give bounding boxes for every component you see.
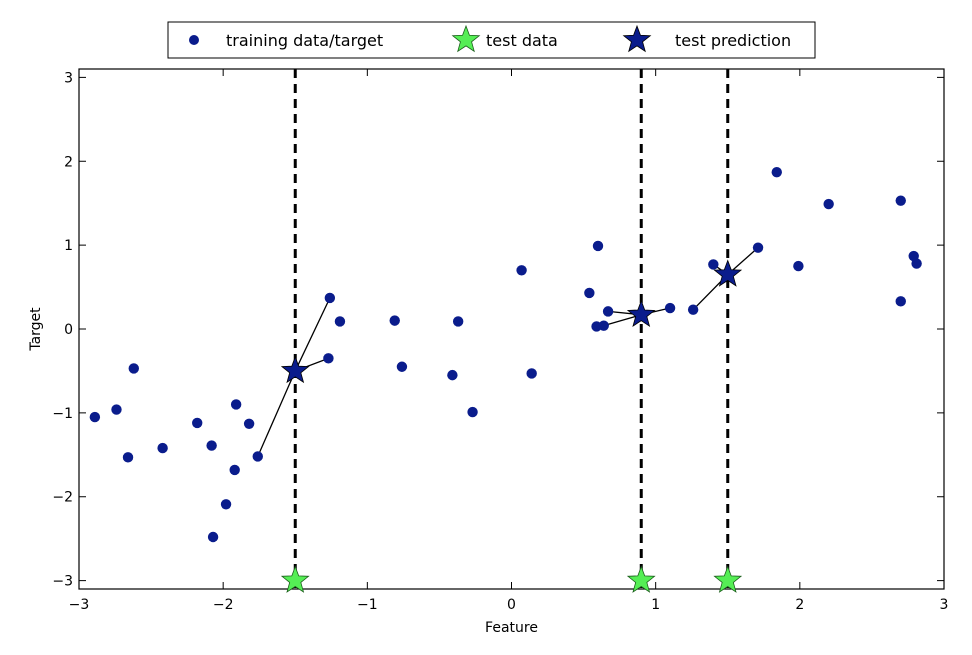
training-point <box>220 499 232 510</box>
legend-marker-training <box>189 35 199 45</box>
legend-marker-test-prediction <box>622 24 652 53</box>
training-point <box>323 353 334 364</box>
vertical-dashed-lines <box>293 69 730 589</box>
training-point <box>252 451 263 462</box>
training-point <box>324 292 336 304</box>
legend-box <box>167 21 816 59</box>
y-tick-label: 2 <box>64 154 73 170</box>
y-tick-label: −1 <box>52 406 73 422</box>
training-point <box>206 440 217 451</box>
test-prediction-star <box>713 259 743 287</box>
training-point <box>447 369 458 381</box>
training-point <box>467 406 478 418</box>
plot-area <box>78 68 945 590</box>
neighbor-link <box>603 314 642 327</box>
y-tick-label: −2 <box>52 490 73 506</box>
training-point <box>207 531 219 543</box>
training-point <box>526 368 537 379</box>
training-point <box>229 464 240 476</box>
training-point <box>592 240 604 252</box>
training-point <box>111 404 122 415</box>
training-point <box>895 195 906 206</box>
legend: training data/target test data test pred… <box>167 21 816 59</box>
training-point <box>452 316 464 327</box>
test-data-stars <box>280 565 743 593</box>
x-axis-ticks: −3 −2 −1 0 1 2 3 <box>69 69 949 613</box>
x-tick-label: −3 <box>69 597 90 613</box>
training-point <box>243 418 255 429</box>
legend-label-training: training data/target <box>226 31 383 50</box>
y-tick-label: 0 <box>64 322 73 338</box>
y-tick-label: 3 <box>64 70 73 86</box>
test-prediction-star <box>626 299 656 327</box>
x-tick-label: 3 <box>940 597 949 613</box>
test-prediction-stars <box>280 259 743 384</box>
legend-label-test-prediction: test prediction <box>675 31 791 50</box>
x-tick-label: 1 <box>651 597 660 613</box>
training-point <box>584 287 595 299</box>
legend-star-icon <box>622 24 652 53</box>
training-point <box>708 259 719 270</box>
x-tick-label: 2 <box>795 597 804 613</box>
training-point <box>602 306 614 317</box>
y-tick-label: −3 <box>52 574 73 590</box>
test-data-star <box>713 565 743 593</box>
training-point <box>598 320 609 331</box>
training-point <box>823 198 834 210</box>
training-point <box>911 258 922 269</box>
training-points <box>89 166 922 543</box>
x-tick-label: −2 <box>213 597 234 613</box>
training-point <box>230 399 242 410</box>
training-point <box>389 315 400 326</box>
training-point <box>516 265 527 276</box>
training-point <box>771 166 782 178</box>
x-axis-label: Feature <box>485 620 538 636</box>
training-point <box>128 363 139 374</box>
legend-marker-test-data <box>451 24 481 53</box>
training-point <box>334 316 346 327</box>
training-point <box>752 242 764 253</box>
training-point <box>895 296 906 307</box>
training-point <box>122 452 134 463</box>
neighbor-link <box>294 297 331 372</box>
x-tick-label: −1 <box>357 597 378 613</box>
neighbor-link <box>257 370 296 457</box>
test-data-star <box>280 565 310 593</box>
training-point <box>793 260 804 272</box>
legend-star-icon <box>451 24 481 53</box>
y-axis-ticks: −3 −2 −1 0 1 2 3 <box>52 70 944 590</box>
training-point <box>89 411 101 423</box>
training-point <box>396 361 408 372</box>
training-point <box>192 417 203 429</box>
test-prediction-star <box>280 355 310 384</box>
y-axis-label: Target <box>28 307 44 352</box>
training-point <box>664 302 676 314</box>
x-tick-label: 0 <box>507 597 516 613</box>
legend-label-test-data: test data <box>486 31 558 50</box>
training-point <box>157 442 168 454</box>
training-point <box>687 304 699 315</box>
test-data-star <box>626 565 656 593</box>
y-tick-label: 1 <box>64 238 73 254</box>
